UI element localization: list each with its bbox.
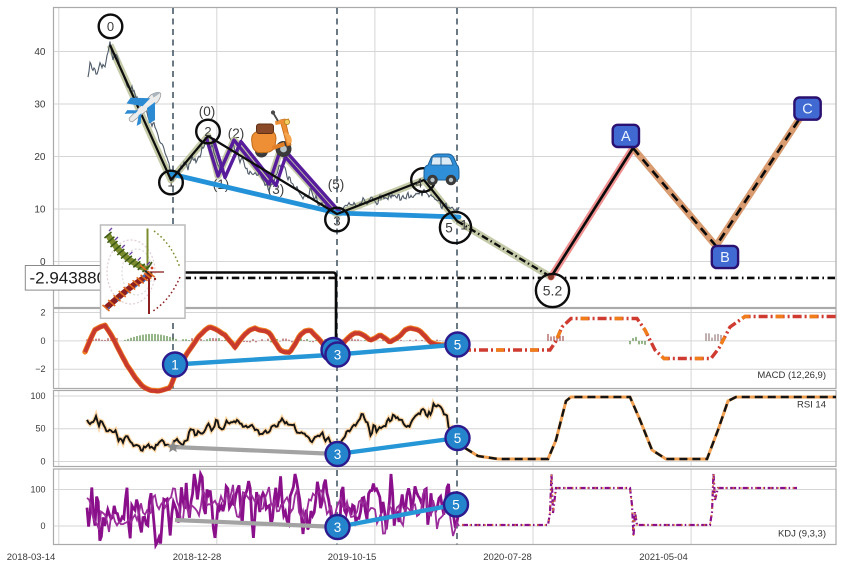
svg-text:C: C: [802, 102, 812, 118]
svg-text:(0): (0): [199, 104, 216, 119]
svg-text:0: 0: [40, 336, 45, 346]
svg-text:RSI 14: RSI 14: [797, 400, 826, 411]
svg-text:.: .: [467, 218, 470, 228]
svg-text:MACD (12,26,9): MACD (12,26,9): [757, 370, 826, 381]
svg-text:5: 5: [454, 431, 462, 446]
svg-text:5.2: 5.2: [543, 282, 563, 298]
svg-text:3: 3: [334, 347, 342, 362]
svg-text:2: 2: [204, 124, 211, 139]
svg-text:0: 0: [40, 257, 46, 268]
svg-text:100: 100: [30, 391, 45, 401]
svg-text:4: 4: [415, 176, 422, 191]
svg-text:1: 1: [171, 357, 179, 372]
svg-text:2: 2: [40, 308, 45, 318]
svg-text:20: 20: [34, 152, 46, 163]
svg-text:0: 0: [107, 19, 114, 34]
svg-text:KDJ (9,3,3): KDJ (9,3,3): [778, 529, 826, 540]
svg-text:2021-05-04: 2021-05-04: [639, 552, 688, 563]
svg-text:10: 10: [34, 205, 46, 216]
svg-text:2020-07-28: 2020-07-28: [483, 552, 532, 563]
svg-text:40: 40: [34, 47, 46, 58]
svg-text:2018-12-28: 2018-12-28: [173, 552, 222, 563]
svg-text:0: 0: [40, 457, 45, 467]
svg-text:2018-03-14: 2018-03-14: [7, 552, 56, 563]
svg-text:100: 100: [30, 485, 45, 495]
svg-text:A: A: [621, 129, 631, 145]
svg-text:(5): (5): [328, 177, 345, 192]
svg-text:30: 30: [34, 100, 46, 111]
svg-text:0: 0: [40, 521, 45, 531]
svg-text:5: 5: [445, 221, 453, 236]
svg-text:2019-10-15: 2019-10-15: [328, 552, 377, 563]
svg-text:-2.943880: -2.943880: [30, 269, 107, 288]
svg-text:3: 3: [333, 214, 340, 229]
svg-text:3: 3: [334, 447, 342, 462]
svg-text:5: 5: [454, 337, 462, 352]
svg-text:1: 1: [460, 218, 468, 233]
svg-text:50: 50: [35, 424, 45, 434]
svg-text:−2: −2: [35, 364, 45, 374]
svg-text:5: 5: [452, 497, 460, 512]
svg-text:3: 3: [334, 520, 342, 535]
svg-text:B: B: [720, 250, 730, 266]
